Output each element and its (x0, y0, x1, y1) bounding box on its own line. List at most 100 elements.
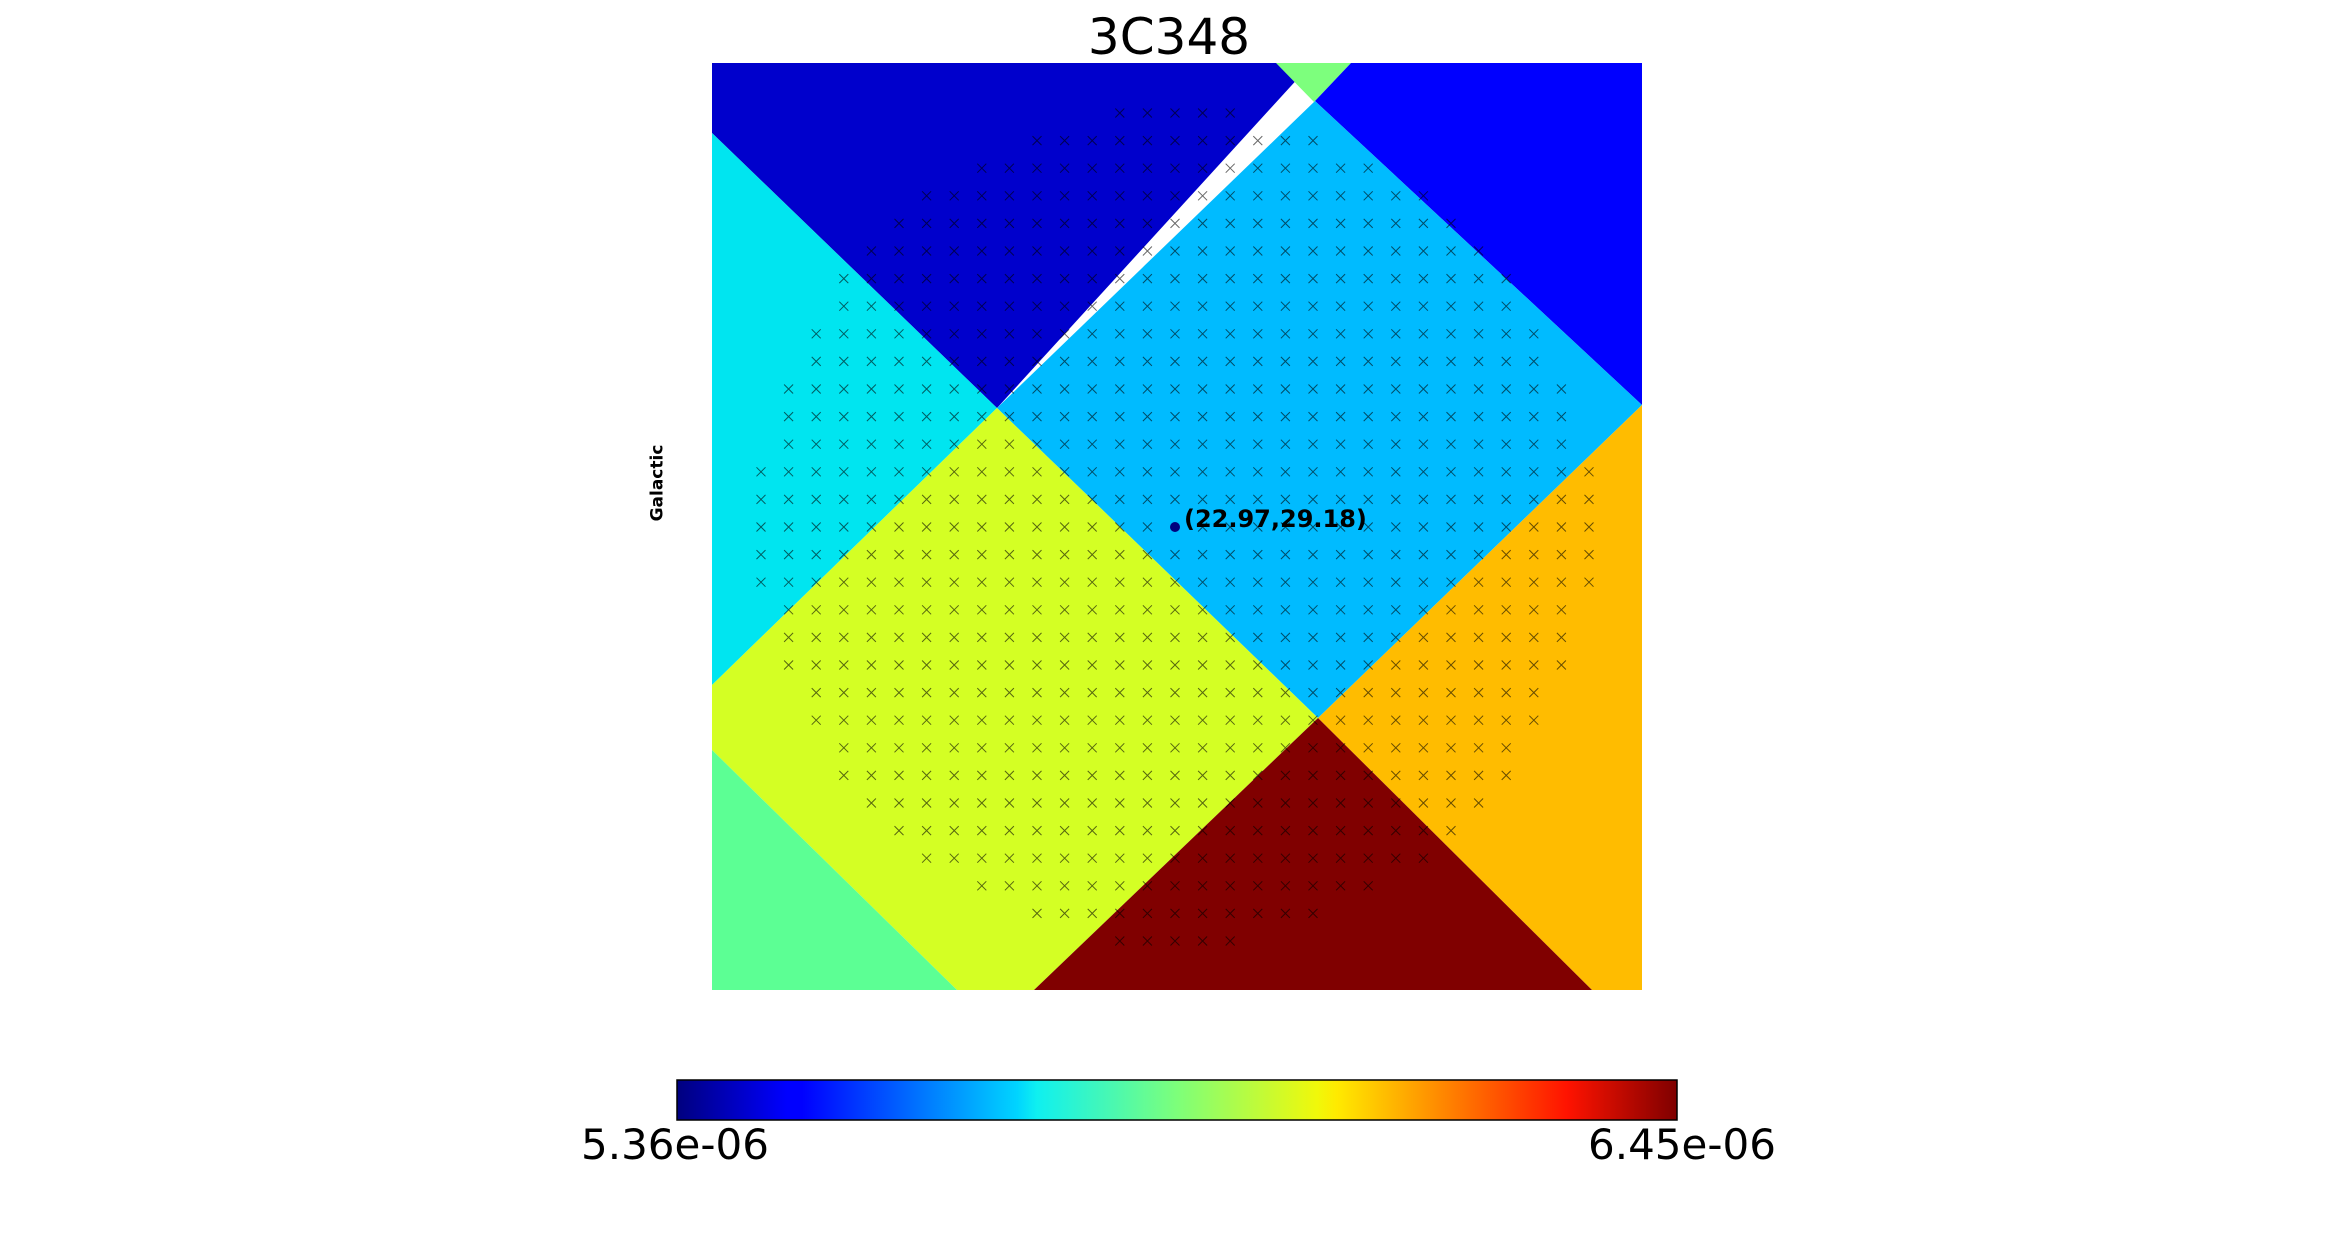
sample-marker (1197, 549, 1208, 560)
sample-marker (1142, 908, 1153, 919)
sample-marker (1280, 135, 1291, 146)
sample-marker (1142, 301, 1153, 312)
sample-marker (1087, 384, 1098, 394)
sample-marker (894, 715, 904, 726)
sample-marker (1142, 328, 1153, 339)
sample-marker (1059, 604, 1070, 615)
sample-marker (1197, 522, 1208, 532)
sample-marker (1225, 466, 1236, 477)
sample-marker (1225, 356, 1236, 367)
sample-marker (1059, 494, 1070, 505)
sample-marker (1114, 522, 1125, 532)
sample-marker (1501, 770, 1512, 781)
sample-marker (1142, 108, 1153, 118)
sample-marker (1252, 687, 1263, 698)
sample-marker (1363, 246, 1374, 256)
sample-marker (1087, 853, 1098, 864)
sample-marker (1473, 742, 1484, 753)
sample-marker (1473, 522, 1484, 532)
sample-marker (1114, 246, 1125, 256)
sample-marker (866, 494, 877, 505)
sample-marker (1390, 632, 1401, 643)
sample-marker (1142, 522, 1153, 532)
sample-marker (1087, 163, 1098, 174)
sample-marker (1087, 411, 1098, 422)
sample-marker (1280, 439, 1291, 450)
sample-marker (1197, 466, 1208, 477)
sample-marker (1446, 742, 1456, 753)
sample-marker (1473, 660, 1484, 670)
sample-marker (838, 549, 849, 560)
sample-marker (921, 522, 932, 532)
sample-marker (1142, 604, 1153, 615)
sample-marker (1059, 301, 1070, 312)
sample-marker (1308, 163, 1318, 174)
sample-marker (1170, 273, 1180, 284)
sample-marker (1308, 328, 1318, 339)
sample-marker (1363, 604, 1374, 615)
sample-marker (1170, 660, 1180, 670)
sample-marker (921, 466, 932, 477)
sample-marker (1473, 494, 1484, 505)
sample-marker (1114, 218, 1125, 229)
sample-marker (1446, 632, 1456, 643)
sample-marker (1170, 853, 1180, 864)
sample-marker (1556, 549, 1567, 560)
sample-marker (976, 715, 987, 726)
sample-markers (756, 108, 1594, 946)
sample-marker (1225, 798, 1236, 808)
sample-marker (1446, 687, 1456, 698)
sample-marker (949, 411, 960, 422)
sample-marker (1335, 328, 1346, 339)
sample-marker (1197, 604, 1208, 615)
sample-marker (1225, 522, 1236, 532)
sample-marker (866, 301, 877, 312)
sample-marker (921, 632, 932, 643)
sample-marker (949, 494, 960, 505)
sample-marker (811, 356, 822, 367)
sample-marker (1473, 246, 1484, 256)
sample-marker (949, 853, 960, 864)
region-bottom-left-center (712, 408, 1318, 990)
sample-marker (1335, 384, 1346, 394)
sample-marker (1032, 715, 1042, 726)
sample-marker (1059, 715, 1070, 726)
sample-marker (1501, 715, 1512, 726)
sample-marker (1004, 163, 1015, 174)
sample-marker (1059, 522, 1070, 532)
sample-marker (1114, 190, 1125, 201)
sample-marker (1252, 853, 1263, 864)
sample-marker (1142, 715, 1153, 726)
sample-marker (1142, 163, 1153, 174)
sample-marker (1142, 936, 1153, 946)
sample-marker (1114, 356, 1125, 367)
sample-marker (1004, 880, 1015, 891)
sample-marker (1473, 798, 1484, 808)
sample-marker (1197, 384, 1208, 394)
region-center (997, 101, 1642, 718)
region-bottom-left-corner (712, 750, 957, 990)
sample-marker (1170, 742, 1180, 753)
sample-marker (1087, 190, 1098, 201)
sample-marker (1390, 356, 1401, 367)
sample-marker (1528, 466, 1539, 477)
sample-marker (976, 660, 987, 670)
sample-marker (1418, 466, 1429, 477)
sample-marker (921, 439, 932, 450)
sample-marker (949, 384, 960, 394)
sample-marker (894, 411, 904, 422)
sample-marker (1170, 936, 1180, 946)
sample-marker (783, 494, 794, 505)
sample-marker (894, 770, 904, 781)
sample-marker (1059, 411, 1070, 422)
sample-marker (894, 549, 904, 560)
sample-marker (1197, 880, 1208, 891)
sample-marker (1225, 384, 1236, 394)
sample-marker (838, 660, 849, 670)
sample-marker (1280, 742, 1291, 753)
sample-marker (949, 715, 960, 726)
sample-marker (1004, 411, 1015, 422)
sample-marker (976, 687, 987, 698)
sample-marker (1087, 742, 1098, 753)
sample-marker (1004, 273, 1015, 284)
